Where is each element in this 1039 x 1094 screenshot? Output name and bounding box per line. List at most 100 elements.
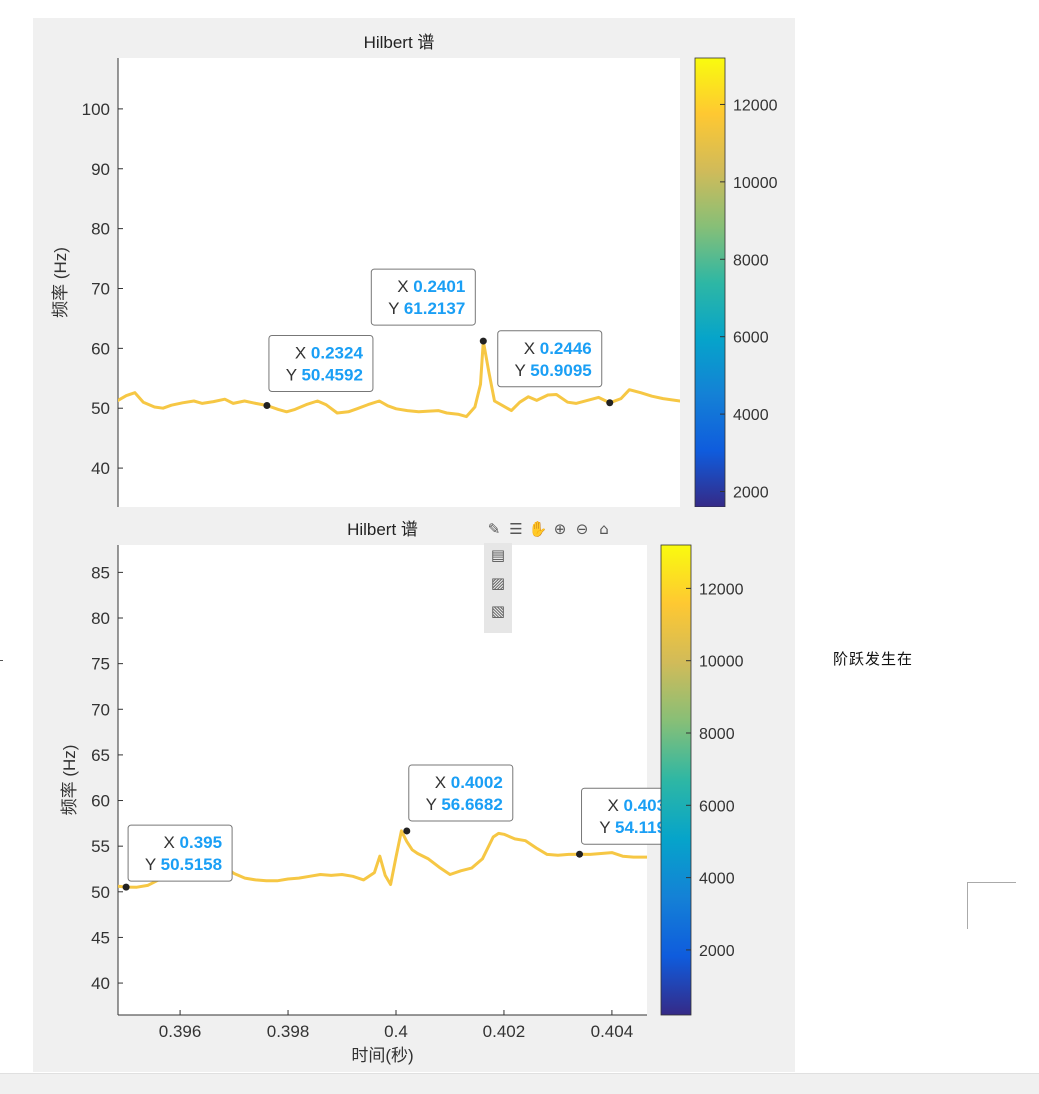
- brush-icon[interactable]: ✎: [487, 520, 501, 538]
- colorbar-tick-label: 12000: [733, 97, 778, 114]
- y-tick-label: 50: [91, 399, 110, 418]
- datatip-x-label: X: [607, 796, 623, 815]
- datatip-marker: [606, 399, 614, 407]
- datatip-x: X 0.395: [163, 833, 222, 852]
- y-tick-label: 75: [91, 655, 110, 674]
- datatip-y-label: Y: [599, 818, 615, 837]
- datatip-marker: [576, 850, 584, 858]
- colorbar-tick-label: 4000: [699, 871, 735, 888]
- zoom-in-icon[interactable]: ⊕: [553, 520, 567, 538]
- colorbar-tick-label: 10000: [733, 175, 778, 192]
- datatip: X 0.2446 Y 50.9095: [497, 330, 614, 407]
- datatip-marker: [479, 337, 487, 345]
- datatip: X 0.2324 Y 50.4592: [263, 334, 374, 409]
- export-menu: ▤ ▨ ▧: [484, 543, 512, 633]
- x-tick-label: 0.398: [267, 1022, 310, 1041]
- datatip-marker: [263, 401, 271, 409]
- datatip: X 0.395 Y 50.5158: [122, 824, 233, 891]
- corner-mark: [967, 882, 1016, 929]
- colorbar-tick-label: 6000: [699, 798, 735, 815]
- datatip-box: [497, 330, 603, 388]
- pan-icon[interactable]: ✋: [528, 520, 548, 538]
- y-tick-label: 60: [91, 339, 110, 358]
- y-tick-label: 90: [91, 160, 110, 179]
- colorbar-tick-label: 2000: [699, 943, 735, 960]
- bottom-bar: [0, 1073, 1039, 1094]
- datatip-box: [268, 334, 374, 392]
- chart-title: Hilbert 谱: [347, 520, 418, 539]
- x-axis-label: 时间(秒): [351, 1046, 413, 1065]
- datatip-y: Y 61.2137: [388, 299, 465, 318]
- y-tick-label: 65: [91, 746, 110, 765]
- figure-top: Hilbert 谱 40 50 60 70 80 90 100 频率 (Hz) X 0.2324 Y…: [33, 18, 795, 507]
- datatip-x-label: X: [295, 343, 311, 362]
- y-tick-label: 55: [91, 837, 110, 856]
- datatip-box: [408, 764, 514, 822]
- y-tick-label: 40: [91, 974, 110, 993]
- datatip-x-label: X: [524, 339, 540, 358]
- datatip-box: [370, 268, 476, 326]
- datatip-marker: [403, 827, 411, 835]
- plot-area: [118, 545, 647, 1015]
- datatip-x-label: X: [163, 833, 179, 852]
- datatip-y: Y 54.1199: [599, 818, 675, 837]
- series-group: [118, 339, 680, 419]
- x-tick-label: 0.396: [159, 1022, 202, 1041]
- colorbar-tick-label: 12000: [699, 581, 744, 598]
- copy-image-icon[interactable]: ▨: [490, 574, 506, 592]
- datatip-x: X 0.2446: [524, 339, 592, 358]
- datatip-y-value: 50.4592: [301, 365, 362, 384]
- datatip-y: Y 50.9095: [515, 361, 592, 380]
- hilbert-chart-bottom: Hilbert 谱 40 45 50 55 60 65 70 75 80 85 频率 (Hz) 0.39…: [60, 520, 744, 1065]
- y-tick-label: 85: [91, 563, 110, 582]
- home-icon[interactable]: ⌂: [599, 520, 609, 538]
- datatip-x-value: 0.2446: [540, 339, 592, 358]
- datatip-y-value: 56.6682: [441, 795, 502, 814]
- datatip-y-value: 50.5158: [161, 855, 222, 874]
- y-tick-label: 100: [82, 100, 110, 119]
- datatip-x-value: 0.2324: [311, 343, 364, 362]
- y-axis-label: 频率 (Hz): [60, 745, 79, 816]
- colorbar-tick-label: 6000: [733, 330, 769, 347]
- datatip-y-value: 54.1199: [615, 818, 676, 837]
- datatip-y-label: Y: [388, 299, 404, 318]
- chart-title: Hilbert 谱: [364, 33, 435, 52]
- colorbar-tick-label: 8000: [699, 726, 735, 743]
- datatip: X 0.2401 Y 61.2137: [370, 268, 487, 345]
- zoom-out-icon[interactable]: ⊖: [575, 520, 589, 538]
- left-edge-mark: [0, 660, 3, 661]
- y-tick-label: 50: [91, 883, 110, 902]
- datatip-y: Y 56.6682: [426, 795, 503, 814]
- datatip-x-label: X: [435, 773, 451, 792]
- copy-vector-icon[interactable]: ▧: [490, 602, 506, 620]
- datatip-x-value: 0.2401: [413, 277, 465, 296]
- datatip-marker: [122, 883, 130, 891]
- datatip-y-label: Y: [515, 361, 531, 380]
- datatip-x: X 0.4002: [435, 773, 503, 792]
- datatip-y: Y 50.5158: [145, 855, 222, 874]
- y-tick-label: 70: [91, 700, 110, 719]
- legend-icon[interactable]: ☰: [509, 520, 523, 538]
- datatip-x-value: 0.4002: [451, 773, 503, 792]
- datatip-y: Y 50.4592: [286, 365, 363, 384]
- save-icon[interactable]: ▤: [490, 546, 506, 564]
- x-tick-label: 0.402: [483, 1022, 526, 1041]
- y-tick-label: 70: [91, 279, 110, 298]
- series-line: [118, 339, 680, 419]
- colorbar: [660, 544, 692, 1016]
- colorbar-tick-label: 4000: [733, 407, 769, 424]
- x-tick-label: 0.4: [384, 1022, 408, 1041]
- datatip-x: X 0.2324: [295, 343, 364, 362]
- datatip-y-label: Y: [286, 365, 302, 384]
- y-tick-label: 60: [91, 792, 110, 811]
- colorbar-tick-label: 10000: [699, 654, 744, 671]
- figure-bottom: Hilbert 谱 40 45 50 55 60 65 70 75 80 85 频率 (Hz) 0.39…: [33, 507, 795, 1072]
- datatip-y-value: 50.9095: [530, 361, 591, 380]
- datatip: X 0.4002 Y 56.6682: [403, 764, 514, 835]
- datatip-x-value: 0.395: [180, 833, 223, 852]
- colorbar-tick-label: 8000: [733, 252, 769, 269]
- datatip-y-label: Y: [426, 795, 442, 814]
- datatip-box: [127, 824, 233, 882]
- y-axis-label: 频率 (Hz): [51, 247, 70, 318]
- datatip-y-value: 61.2137: [404, 299, 465, 318]
